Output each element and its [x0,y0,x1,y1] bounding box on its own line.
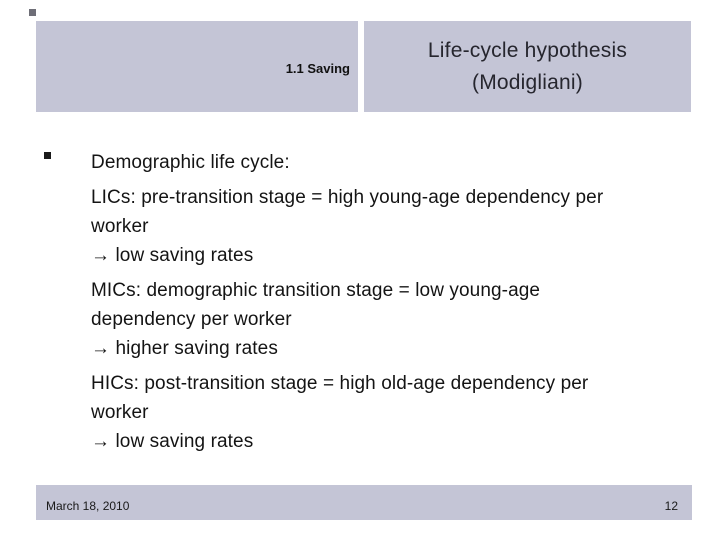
slide-title: Life-cycle hypothesis (Modigliani) [427,38,628,94]
paragraph-demographic-life-cycle: Demographic life cycle: [91,152,290,173]
paragraph-lics: LICs: pre-transition stage = high young-… [91,187,604,266]
paragraph-mics: MICs: demographic transition stage = low… [91,280,541,359]
footer-page-number: 12 [664,498,678,513]
corner-mark [29,9,36,16]
bullet-icon [44,152,51,159]
body-text-block: Demographic life cycle: LICs: pre-transi… [91,148,691,456]
header-section-panel: 1.1 Saving [36,21,358,112]
section-label: 1.1 Saving [285,61,350,76]
footer-date: March 18, 2010 [46,498,130,513]
paragraph-hics: HICs: post-transition stage = high old-a… [91,373,589,452]
header-title-panel: Life-cycle hypothesis (Modigliani) [364,21,691,112]
footer-bar: March 18, 2010 12 [36,485,692,520]
